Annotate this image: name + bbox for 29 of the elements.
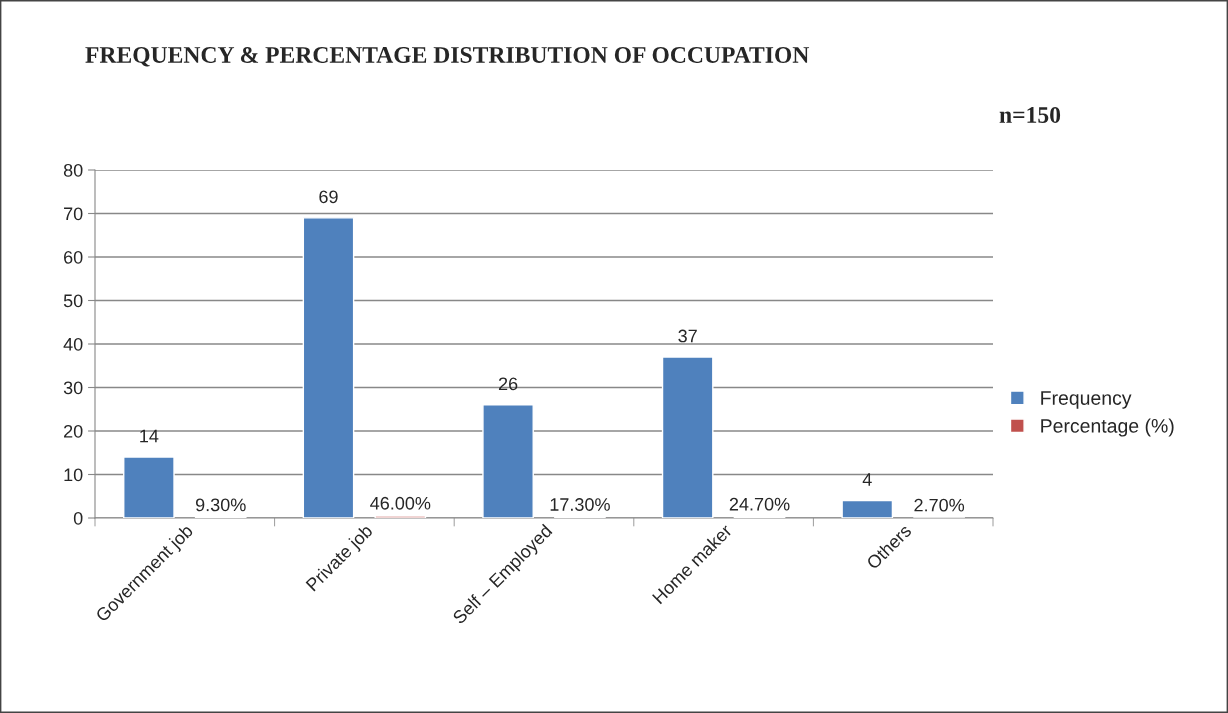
data-label: 2.70% [914, 498, 965, 512]
legend-label: Frequency [1041, 391, 1132, 409]
data-label: 9.30% [195, 498, 246, 512]
y-tick-label: 0 [73, 511, 83, 525]
data-label: 24.70% [729, 497, 790, 511]
bar [374, 515, 427, 518]
data-label: 26 [498, 377, 518, 391]
y-tick-label: 50 [63, 294, 83, 308]
legend-label: Percentage (%) [1041, 418, 1174, 437]
bar [302, 217, 355, 518]
y-tick-label: 70 [64, 207, 83, 221]
text: n=150 [999, 106, 1061, 123]
y-tick-label: 60 [64, 250, 83, 264]
y-tick-label: 10 [64, 468, 83, 482]
y-tick-label: 40 [63, 337, 83, 351]
bar [482, 404, 534, 518]
y-tick-label: 30 [63, 381, 83, 395]
data-label: 17.30% [550, 498, 610, 511]
bar [841, 499, 894, 518]
data-label: 69 [319, 190, 338, 204]
data-label: 4 [862, 473, 872, 486]
data-label: 46.00% [370, 496, 431, 510]
chart-title: FREQUENCY & PERCENTAGE DISTRIBUTION OF OCCUPATION [85, 46, 810, 67]
bar [661, 356, 714, 518]
bar [123, 456, 175, 518]
y-tick-label: 80 [63, 163, 83, 177]
data-label: 14 [140, 429, 159, 443]
y-tick-label: 20 [64, 424, 83, 438]
data-label: 37 [678, 329, 697, 343]
